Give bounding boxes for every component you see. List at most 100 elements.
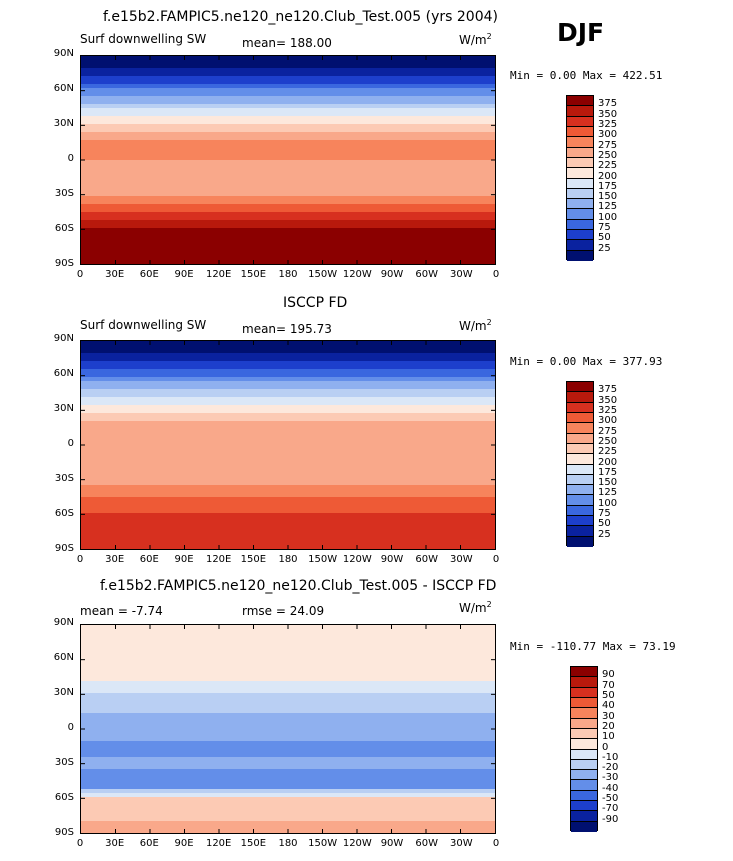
lon-tick-label: 120E: [205, 838, 232, 849]
colorbar-swatch: [567, 188, 593, 200]
lon-tick-label: 60E: [139, 554, 159, 565]
field-band: [81, 773, 495, 778]
field-band: [81, 116, 495, 121]
colorbar-swatch: [567, 137, 593, 148]
colorbar-level-label: 250: [598, 435, 618, 447]
lat-tick-label: 0: [67, 438, 74, 449]
lon-tick-label: 90W: [380, 554, 404, 565]
field-band: [81, 741, 495, 746]
field-band: [81, 60, 495, 65]
field-band: [81, 353, 495, 358]
field-band: [81, 793, 495, 798]
lon-tick-label: 120W: [342, 269, 372, 280]
lat-tick-label: 30S: [54, 757, 74, 768]
colorbar-swatch: [567, 443, 593, 455]
field-band: [81, 805, 495, 810]
lat-tick-label: 90N: [53, 333, 74, 344]
field-band: [81, 84, 495, 89]
field-band: [81, 361, 495, 366]
lon-tick-label: 30E: [105, 838, 125, 849]
field-band: [81, 417, 495, 422]
field-band: [81, 160, 495, 165]
lon-tick-label: 150W: [308, 269, 338, 280]
colorbar-swatch: [567, 382, 593, 393]
field-band: [81, 357, 495, 362]
lon-tick-label: 180: [278, 269, 298, 280]
field-band: [81, 653, 495, 658]
lon-tick-label: 120W: [342, 554, 372, 565]
field-band: [81, 393, 495, 398]
field-band: [81, 76, 495, 81]
colorbar-level-label: 25: [598, 242, 611, 254]
colorbar-level-label: 200: [598, 456, 618, 468]
colorbar-level-label: 250: [598, 149, 618, 161]
field-band: [81, 176, 495, 181]
colorbar-level-label: 325: [598, 118, 618, 130]
colorbar-swatch: [567, 516, 593, 527]
field-band: [81, 541, 495, 546]
lon-tick-label: 0: [76, 838, 84, 849]
field-band: [81, 64, 495, 69]
lon-tick-label: 0: [492, 554, 500, 565]
field-band: [81, 673, 495, 678]
lat-tick-label: 0: [67, 153, 74, 164]
field-band: [81, 497, 495, 502]
field-band: [81, 737, 495, 742]
lon-tick-label: 150W: [308, 838, 338, 849]
colorbar-swatch: [567, 116, 593, 127]
units-exponent: 2: [486, 318, 492, 327]
field-band: [81, 485, 495, 490]
colorbar-swatch: [567, 199, 593, 210]
field-band: [81, 709, 495, 714]
units-exponent: 2: [486, 600, 492, 609]
field-band: [81, 252, 495, 257]
colorbar-swatch: [567, 126, 593, 138]
field-band: [81, 781, 495, 786]
field-band: [81, 405, 495, 410]
lon-tick-label: 180: [278, 554, 298, 565]
field-band: [81, 797, 495, 802]
field-band: [81, 132, 495, 137]
colorbar-swatch: [567, 240, 593, 251]
field-band: [81, 112, 495, 117]
field-band: [81, 817, 495, 822]
lon-tick-label: 0: [492, 269, 500, 280]
lat-tick-label: 30N: [53, 118, 74, 129]
field-band: [81, 425, 495, 430]
colorbar-swatch: [567, 157, 593, 169]
colorbar-level-label: -20: [602, 762, 619, 774]
field-band: [81, 721, 495, 726]
field-band: [81, 216, 495, 221]
field-band: [81, 661, 495, 666]
panel3-title: f.e15b2.FAMPIC5.ne120_ne120.Club_Test.00…: [100, 578, 497, 594]
field-band: [81, 164, 495, 169]
field-band: [81, 517, 495, 522]
colorbar-swatch: [567, 464, 593, 475]
field-band: [81, 108, 495, 113]
colorbar-swatch: [571, 677, 597, 688]
field-band: [81, 465, 495, 470]
field-band: [81, 489, 495, 494]
lon-tick-label: 60E: [139, 838, 159, 849]
field-band: [81, 481, 495, 486]
colorbar-level-label: 350: [598, 394, 618, 406]
lon-tick-label: 0: [76, 269, 84, 280]
field-band: [81, 240, 495, 245]
lat-tick-label: 30N: [53, 403, 74, 414]
panel2-title: ISCCP FD: [283, 295, 348, 311]
field-band: [81, 68, 495, 73]
colorbar-level-label: 10: [602, 731, 615, 743]
field-band: [81, 192, 495, 197]
field-band: [81, 753, 495, 758]
lat-tick-label: 60N: [53, 368, 74, 379]
colorbar-level-label: 150: [598, 477, 618, 489]
colorbar-swatch: [567, 178, 593, 189]
colorbar-swatch: [571, 780, 597, 791]
field-band: [81, 477, 495, 482]
field-band: [81, 381, 495, 386]
field-band: [81, 789, 495, 794]
colorbar-level-label: -70: [602, 803, 619, 815]
field-band: [81, 777, 495, 782]
colorbar-swatch: [567, 147, 593, 158]
panel2-colorbar: [566, 381, 594, 547]
